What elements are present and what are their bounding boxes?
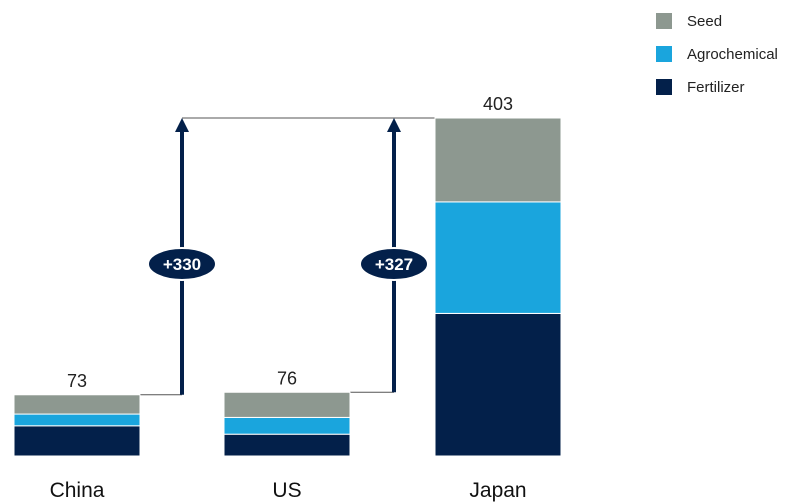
bar-china-agrochemical xyxy=(13,413,141,427)
bar-us-agrochemical xyxy=(223,416,351,435)
category-labels: China US Japan xyxy=(50,479,527,502)
bar-china-fertilizer xyxy=(13,425,141,457)
connector-lines xyxy=(140,117,435,396)
delta-badge-china xyxy=(147,247,217,281)
delta-label-china: +330 xyxy=(163,255,201,274)
legend-swatch-seed xyxy=(656,13,672,29)
total-label-us: 76 xyxy=(277,368,297,388)
bar-japan-agrochemical xyxy=(434,201,562,314)
bar-us-fertilizer xyxy=(223,433,351,457)
delta-arrows: +330 +327 xyxy=(147,118,429,395)
total-labels: 73 76 403 xyxy=(67,94,513,391)
legend-label-fertilizer: Fertilizer xyxy=(687,79,745,96)
bar-china-seed xyxy=(13,394,141,415)
legend: Seed Agrochemical Fertilizer xyxy=(656,13,778,96)
arrow-head-us xyxy=(387,118,401,132)
delta-badge-us xyxy=(359,247,429,281)
legend-swatch-fertilizer xyxy=(656,79,672,95)
bar-japan-fertilizer xyxy=(434,312,562,457)
legend-label-agrochemical: Agrochemical xyxy=(687,46,778,63)
bar-japan-seed xyxy=(434,117,562,203)
total-label-china: 73 xyxy=(67,371,87,391)
category-label-japan: Japan xyxy=(469,479,526,502)
bar-segments xyxy=(13,117,562,457)
delta-label-us: +327 xyxy=(375,255,413,274)
legend-swatch-agrochemical xyxy=(656,46,672,62)
category-label-china: China xyxy=(50,479,105,502)
total-label-japan: 403 xyxy=(483,94,513,114)
bar-us-seed xyxy=(223,391,351,418)
category-label-us: US xyxy=(272,479,301,502)
arrow-head-china xyxy=(175,118,189,132)
legend-label-seed: Seed xyxy=(687,13,722,30)
